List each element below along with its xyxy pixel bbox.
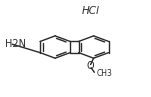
Text: O: O xyxy=(86,61,94,71)
Text: CH3: CH3 xyxy=(97,69,112,78)
Text: HCl: HCl xyxy=(82,6,100,16)
Text: H2N: H2N xyxy=(5,39,26,49)
